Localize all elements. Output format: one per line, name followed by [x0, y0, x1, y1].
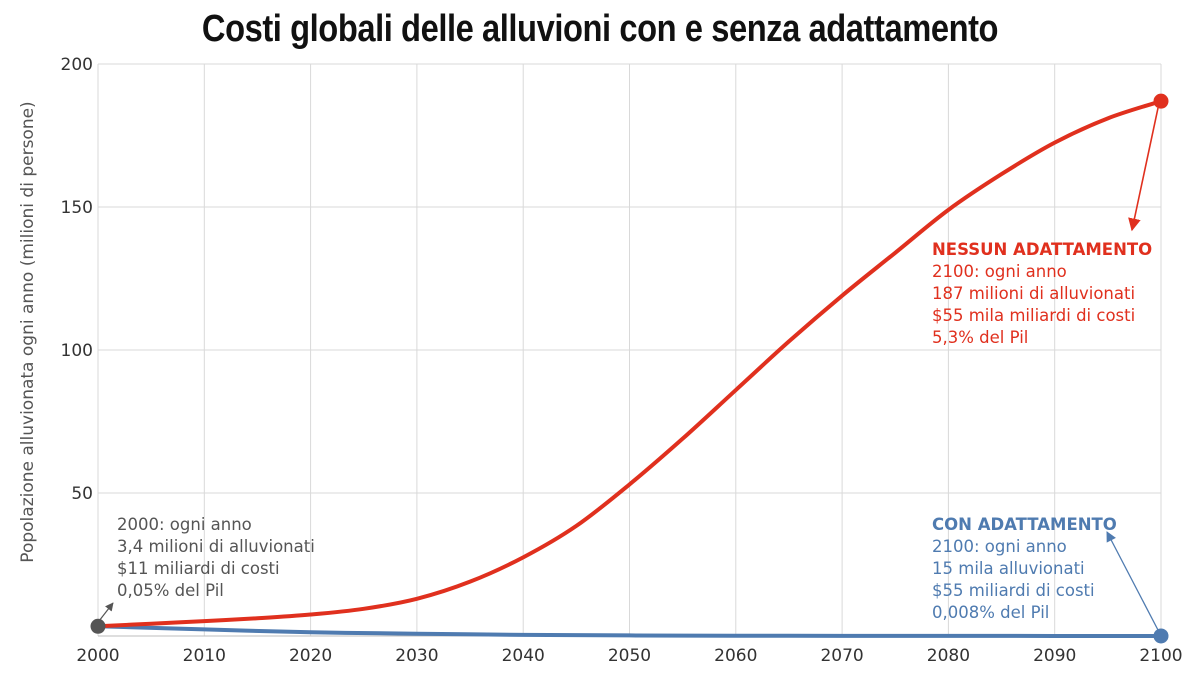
annotation-adaptation-line-2: 15 mila alluvionati [932, 559, 1085, 578]
y-axis-label: Popolazione alluvionata ogni anno (milio… [18, 101, 38, 562]
annotation-no-adaptation-line-3: $55 mila miliardi di costi [932, 306, 1135, 325]
series-line-con-adattamento [96, 624, 1163, 638]
annotation-start-line-1: 2000: ogni anno [117, 515, 252, 534]
annotation-adaptation-heading: CON ADATTAMENTO [932, 515, 1117, 534]
annotation-no-adaptation-arrow [1128, 107, 1159, 232]
x-tick-2050: 2050 [608, 646, 651, 666]
annotation-adaptation-line-3: $55 miliardi di costi [932, 581, 1095, 600]
annotation-no-adaptation-heading: NESSUN ADATTAMENTO [932, 240, 1152, 259]
annotation-adaptation-line-4: 0,008% del Pil [932, 603, 1049, 622]
x-tick-2040: 2040 [502, 646, 545, 666]
annotation-adaptation-line-1: 2100: ogni anno [932, 537, 1067, 556]
y-axis-ticks: 50 100 150 200 [61, 55, 93, 504]
y-tick-200: 200 [61, 55, 93, 75]
end-point-nessun-adattamento [1153, 93, 1169, 109]
x-tick-2030: 2030 [395, 646, 438, 666]
annotation-no-adaptation-line-4: 5,3% del Pil [932, 328, 1028, 347]
annotation-start: 2000: ogni anno 3,4 milioni di alluviona… [98, 515, 315, 622]
y-tick-150: 150 [61, 198, 93, 218]
annotation-no-adaptation-line-1: 2100: ogni anno [932, 262, 1067, 281]
annotation-start-line-3: $11 miliardi di costi [117, 559, 280, 578]
y-tick-100: 100 [61, 341, 93, 361]
annotation-adaptation-arrow [1106, 531, 1159, 631]
end-point-con-adattamento [1153, 628, 1169, 644]
x-tick-2090: 2090 [1033, 646, 1076, 666]
x-axis-ticks: 2000 2010 2020 2030 2040 2050 2060 2070 2080 2090… [76, 646, 1182, 666]
annotation-no-adaptation-line-2: 187 milioni di alluvionati [932, 284, 1135, 303]
y-tick-50: 50 [71, 484, 93, 504]
annotation-start-line-4: 0,05% del Pil [117, 581, 224, 600]
chart-title: Costi globali delle alluvioni con e senz… [201, 8, 999, 50]
annotation-adaptation: CON ADATTAMENTO 2100: ogni anno 15 mila … [932, 515, 1159, 631]
x-tick-2080: 2080 [927, 646, 970, 666]
series-group [96, 99, 1163, 638]
annotation-start-arrow [98, 602, 114, 622]
x-tick-2000: 2000 [76, 646, 119, 666]
series-line-nessun-adattamento [96, 99, 1163, 629]
start-point-2000 [90, 618, 106, 634]
annotation-start-line-2: 3,4 milioni di alluvionati [117, 537, 315, 556]
annotation-no-adaptation: NESSUN ADATTAMENTO 2100: ogni anno 187 m… [932, 107, 1159, 347]
grid-lines [97, 63, 1162, 637]
endpoint-markers [90, 93, 1169, 644]
x-tick-2010: 2010 [183, 646, 226, 666]
x-tick-2100: 2100 [1139, 646, 1182, 666]
x-tick-2020: 2020 [289, 646, 332, 666]
x-tick-2070: 2070 [820, 646, 863, 666]
x-tick-2060: 2060 [714, 646, 757, 666]
